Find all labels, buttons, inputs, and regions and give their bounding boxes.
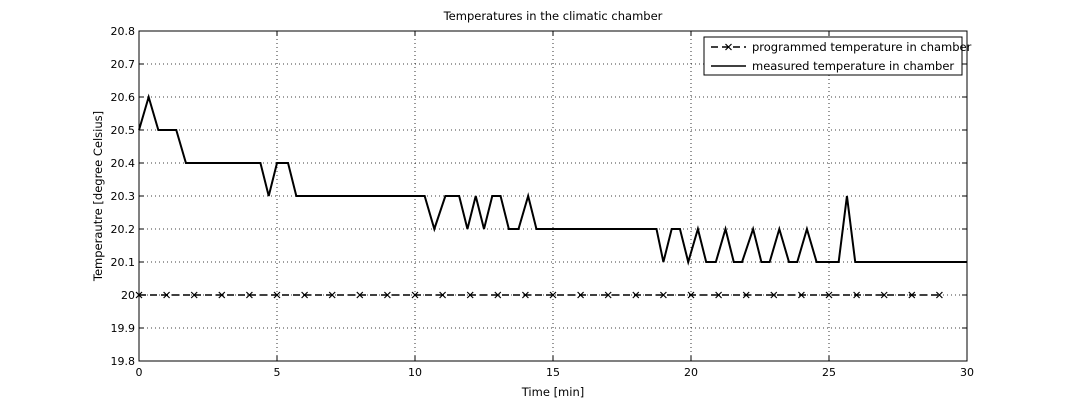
series-marker-programmed xyxy=(659,291,667,299)
series-marker-programmed xyxy=(521,291,529,299)
y-tick-label: 20.6 xyxy=(111,91,136,104)
series-marker-programmed xyxy=(577,291,585,299)
series-marker-programmed xyxy=(273,291,281,299)
x-tick-labels: 0 5 10 15 20 25 30 xyxy=(136,366,975,379)
series-marker-programmed xyxy=(439,291,447,299)
series-marker-programmed xyxy=(853,291,861,299)
legend: programmed temperature in chamber measur… xyxy=(703,36,972,76)
series-marker-programmed xyxy=(163,291,171,299)
x-tick-label: 5 xyxy=(274,366,281,379)
series-marker-programmed xyxy=(494,291,502,299)
series-marker-programmed xyxy=(880,291,888,299)
y-tick-label: 20.1 xyxy=(111,256,136,269)
y-tick-label: 20.5 xyxy=(111,124,136,137)
series-marker-programmed xyxy=(742,291,750,299)
series-marker-programmed xyxy=(301,291,309,299)
x-tick-label: 15 xyxy=(546,366,560,379)
legend-label-programmed: programmed temperature in chamber xyxy=(752,40,972,54)
series-marker-programmed xyxy=(935,291,943,299)
series-marker-programmed xyxy=(770,291,778,299)
x-tick-label: 0 xyxy=(136,366,143,379)
y-tick-labels: 19.8 19.9 20 20.1 20.2 20.3 20.4 20.5 20.6 20.7 20… xyxy=(111,25,136,368)
series-marker-programmed xyxy=(356,291,364,299)
series-marker-programmed xyxy=(825,291,833,299)
chart-title: Temperatures in the climatic chamber xyxy=(443,9,663,23)
series-marker-programmed xyxy=(466,291,474,299)
legend-marker-programmed xyxy=(725,43,732,51)
legend-box xyxy=(703,36,963,76)
y-axis-label: Temperautre [degree Celsius] xyxy=(91,111,105,282)
series-marker-programmed xyxy=(715,291,723,299)
y-tick-label: 19.9 xyxy=(111,322,136,335)
series-line-measured xyxy=(138,93,967,266)
plot-area xyxy=(139,31,967,361)
y-tick-label: 20.3 xyxy=(111,190,136,203)
x-tick-label: 25 xyxy=(822,366,836,379)
y-tick-label: 20.7 xyxy=(111,58,136,71)
y-tick-label: 20.2 xyxy=(111,223,136,236)
series-marker-programmed xyxy=(604,291,612,299)
x-tick-label: 30 xyxy=(960,366,974,379)
series-marker-programmed xyxy=(908,291,916,299)
y-tick-label: 20.4 xyxy=(111,157,136,170)
y-tick-label: 20.8 xyxy=(111,25,136,38)
tick-marks xyxy=(138,30,968,362)
x-axis-label: Time [min] xyxy=(521,385,584,399)
series-marker-programmed xyxy=(328,291,336,299)
series-marker-programmed xyxy=(411,291,419,299)
series-marker-programmed xyxy=(218,291,226,299)
series-marker-programmed xyxy=(245,291,253,299)
series-marker-programmed xyxy=(549,291,557,299)
x-tick-label: 10 xyxy=(408,366,422,379)
series-marker-programmed xyxy=(687,291,695,299)
series-layer xyxy=(135,93,967,299)
y-tick-label: 20 xyxy=(121,289,135,302)
legend-label-measured: measured temperature in chamber xyxy=(752,59,954,73)
series-marker-programmed xyxy=(797,291,805,299)
series-marker-programmed xyxy=(190,291,198,299)
series-marker-programmed xyxy=(632,291,640,299)
x-tick-label: 20 xyxy=(684,366,698,379)
series-marker-programmed xyxy=(383,291,391,299)
y-tick-label: 19.8 xyxy=(111,355,136,368)
